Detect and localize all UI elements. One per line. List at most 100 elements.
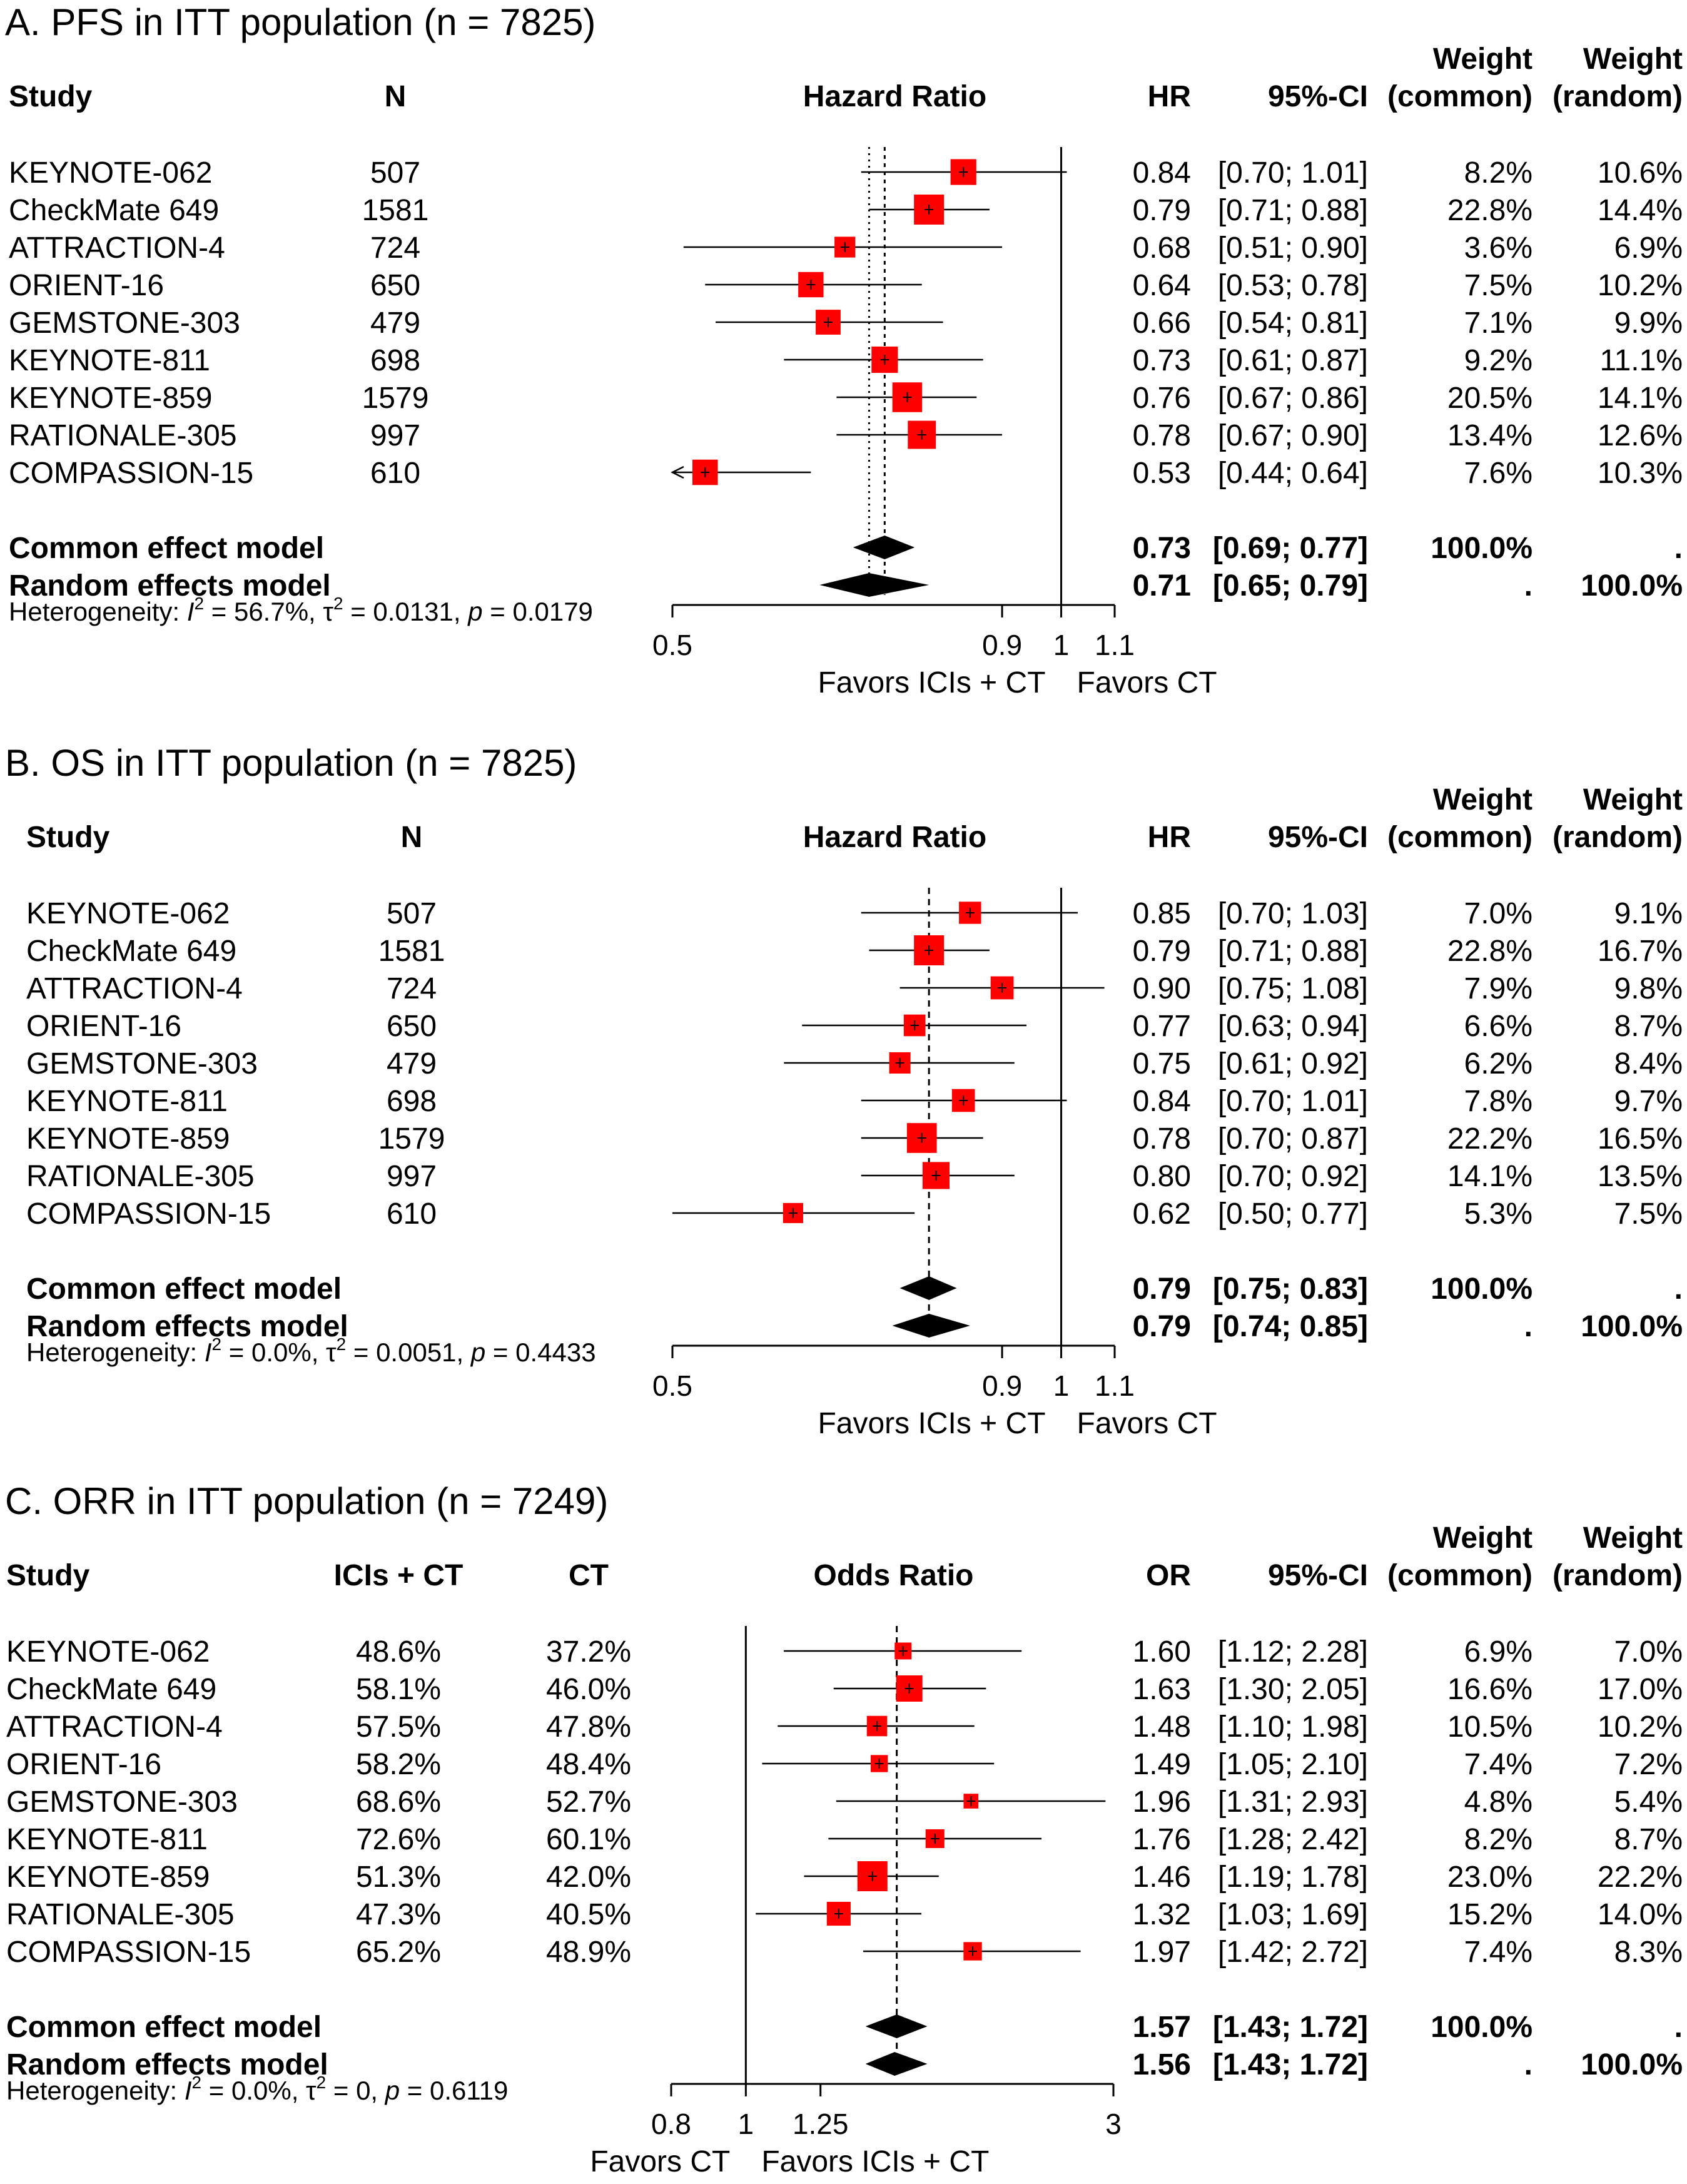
study-estimate: 0.73 xyxy=(1133,344,1191,377)
study-weight-random: 17.0% xyxy=(1598,1673,1683,1706)
study-extra-value: 42.0% xyxy=(546,1861,631,1894)
header-weight-random-sub: (random) xyxy=(1553,1559,1683,1592)
study-estimate: 0.68 xyxy=(1133,231,1191,265)
study-name: COMPASSION-15 xyxy=(6,1936,251,1969)
favors-right-label: Favors CT xyxy=(1077,666,1217,699)
x-axis-tick-label: 1.1 xyxy=(1095,1369,1135,1402)
study-extra-value: 650 xyxy=(370,269,420,302)
header-effect: HR xyxy=(1148,821,1191,854)
study-name: KEYNOTE-859 xyxy=(26,1122,230,1155)
study-weight-common: 7.1% xyxy=(1464,307,1532,340)
study-ci: [0.70; 1.03] xyxy=(1218,897,1368,930)
study-name: KEYNOTE-859 xyxy=(9,382,212,415)
study-weight-random: 7.2% xyxy=(1614,1748,1683,1781)
study-extra-value: 507 xyxy=(370,156,420,190)
pooled-weight-common: 100.0% xyxy=(1431,532,1532,565)
x-axis-tick-label: 1 xyxy=(1053,1369,1070,1402)
study-ci: [0.70; 1.01] xyxy=(1218,1085,1368,1118)
pooled-estimate: 1.56 xyxy=(1133,2048,1191,2081)
study-name: COMPASSION-15 xyxy=(9,457,253,490)
study-ci: [1.12; 2.28] xyxy=(1218,1635,1368,1668)
study-extra-value: 479 xyxy=(387,1047,437,1080)
study-weight-random: 9.7% xyxy=(1614,1085,1683,1118)
study-estimate: 1.32 xyxy=(1133,1898,1191,1931)
study-name: ORIENT-16 xyxy=(6,1748,161,1781)
header-weight-random-sub: (random) xyxy=(1553,821,1683,854)
header-weight-common: Weight xyxy=(1433,1521,1532,1555)
study-name: RATIONALE-305 xyxy=(6,1898,235,1931)
pooled-weight-random: . xyxy=(1674,2011,1683,2044)
study-weight-common: 23.0% xyxy=(1447,1861,1532,1894)
study-weight-random: 9.9% xyxy=(1614,307,1683,340)
study-estimate: 0.80 xyxy=(1133,1160,1191,1193)
study-name: ORIENT-16 xyxy=(26,1010,181,1043)
header-weight-common-sub: (common) xyxy=(1387,80,1532,113)
study-ci: [1.28; 2.42] xyxy=(1218,1823,1368,1856)
study-weight-common: 6.2% xyxy=(1464,1047,1532,1080)
heterogeneity-text: Heterogeneity: I2 = 0.0%, τ2 = 0, p = 0.… xyxy=(6,2073,508,2105)
study-name: KEYNOTE-811 xyxy=(9,344,210,377)
favors-right-label: Favors CT xyxy=(1077,1407,1217,1440)
study-weight-common: 22.2% xyxy=(1447,1122,1532,1155)
study-extra-value: 47.8% xyxy=(546,1710,631,1744)
panel-title: A. PFS in ITT population (n = 7825) xyxy=(5,1,595,43)
study-ci: [0.61; 0.87] xyxy=(1218,344,1368,377)
study-ci: [1.42; 2.72] xyxy=(1218,1936,1368,1969)
study-extra-value: 698 xyxy=(370,344,420,377)
study-weight-random: 12.6% xyxy=(1598,419,1683,452)
favors-left-label: Favors CT xyxy=(590,2145,730,2178)
study-extra-value: 48.4% xyxy=(546,1748,631,1781)
study-ci: [0.54; 0.81] xyxy=(1218,307,1368,340)
study-name: ORIENT-16 xyxy=(9,269,164,302)
study-ci: [1.19; 1.78] xyxy=(1218,1861,1368,1894)
favors-left-label: Favors ICIs + CT xyxy=(818,666,1045,699)
study-extra-value: 65.2% xyxy=(356,1936,441,1969)
study-extra-value: 37.2% xyxy=(546,1635,631,1668)
study-weight-common: 7.4% xyxy=(1464,1748,1532,1781)
header-weight-common: Weight xyxy=(1433,783,1532,816)
study-weight-random: 13.5% xyxy=(1598,1160,1683,1193)
study-ci: [0.70; 0.92] xyxy=(1218,1160,1368,1193)
study-estimate: 1.49 xyxy=(1133,1748,1191,1781)
pooled-estimate: 0.79 xyxy=(1133,1272,1191,1306)
study-name: CheckMate 649 xyxy=(9,194,219,227)
study-weight-common: 16.6% xyxy=(1447,1673,1532,1706)
study-weight-common: 6.9% xyxy=(1464,1635,1532,1668)
study-extra-value: 997 xyxy=(370,419,420,452)
study-name: GEMSTONE-303 xyxy=(26,1047,258,1080)
study-weight-random: 14.1% xyxy=(1598,382,1683,415)
study-ci: [1.03; 1.69] xyxy=(1218,1898,1368,1931)
study-weight-random: 5.4% xyxy=(1614,1785,1683,1819)
x-axis-tick-label: 0.5 xyxy=(652,1369,692,1402)
pooled-weight-random: . xyxy=(1674,1272,1683,1306)
panel-title: C. ORR in ITT population (n = 7249) xyxy=(5,1480,608,1522)
pooled-ci: [1.43; 1.72] xyxy=(1213,2048,1368,2081)
pooled-diamond xyxy=(865,2052,928,2076)
study-ci: [0.51; 0.90] xyxy=(1218,231,1368,265)
pooled-diamond xyxy=(865,2014,928,2038)
study-ci: [0.50; 0.77] xyxy=(1218,1197,1368,1231)
forest-panel-1: A. PFS in ITT population (n = 7825) Weigh… xyxy=(5,1,1683,699)
study-weight-random: 22.2% xyxy=(1598,1861,1683,1894)
study-estimate: 0.75 xyxy=(1133,1047,1191,1080)
study-extra-value: 1579 xyxy=(378,1122,445,1155)
x-axis-tick-label: 1 xyxy=(1053,629,1070,661)
pooled-weight-common: 100.0% xyxy=(1431,2011,1532,2044)
study-extra-value: 40.5% xyxy=(546,1898,631,1931)
header-ci: 95%-CI xyxy=(1268,821,1368,854)
study-weight-random: 9.1% xyxy=(1614,897,1683,930)
x-axis-tick-label: 0.5 xyxy=(652,629,692,661)
study-estimate: 0.66 xyxy=(1133,307,1191,340)
study-weight-random: 11.1% xyxy=(1599,344,1683,377)
study-estimate: 0.64 xyxy=(1133,269,1191,302)
study-ci: [1.05; 2.10] xyxy=(1218,1748,1368,1781)
study-extra-value: 650 xyxy=(387,1010,437,1043)
study-ci: [0.70; 0.87] xyxy=(1218,1122,1368,1155)
study-weight-random: 14.0% xyxy=(1598,1898,1683,1931)
study-weight-common: 13.4% xyxy=(1447,419,1532,452)
pooled-diamond xyxy=(899,1276,957,1300)
study-estimate: 0.79 xyxy=(1133,194,1191,227)
pooled-weight-common: . xyxy=(1524,2048,1532,2081)
study-estimate: 0.78 xyxy=(1133,1122,1191,1155)
